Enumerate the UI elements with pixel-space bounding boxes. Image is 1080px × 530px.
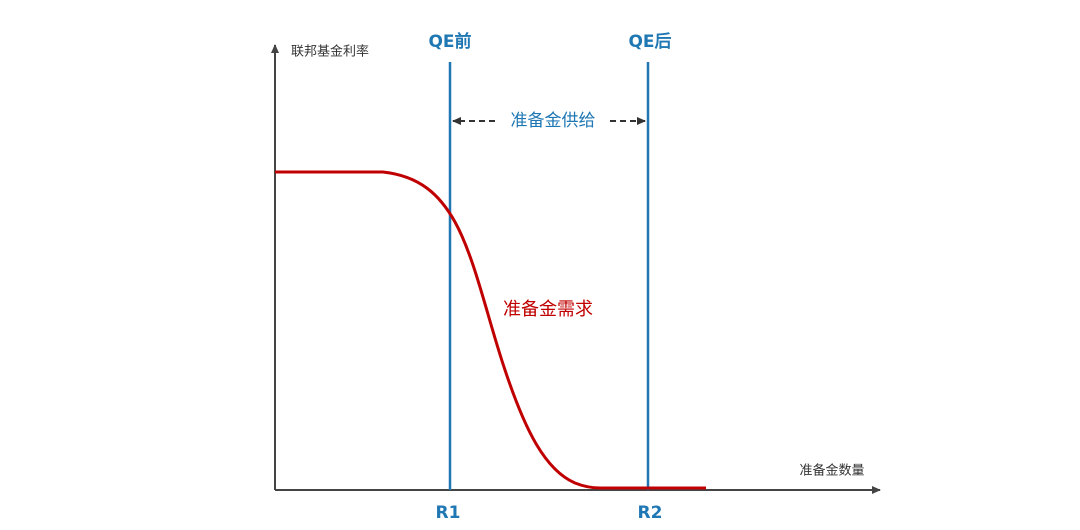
x-axis-label: 准备金数量 bbox=[799, 463, 864, 479]
supply-label: 准备金供给 bbox=[511, 111, 596, 131]
line-label: QE后 bbox=[628, 32, 671, 52]
tick-label: R2 bbox=[638, 503, 663, 523]
line-label: QE前 bbox=[428, 31, 471, 52]
y-axis-label: 联邦基金利率 bbox=[291, 44, 369, 60]
demand-label: 准备金需求 bbox=[503, 299, 593, 320]
demand-curve bbox=[275, 170, 706, 490]
tick-label: R1 bbox=[436, 503, 461, 523]
